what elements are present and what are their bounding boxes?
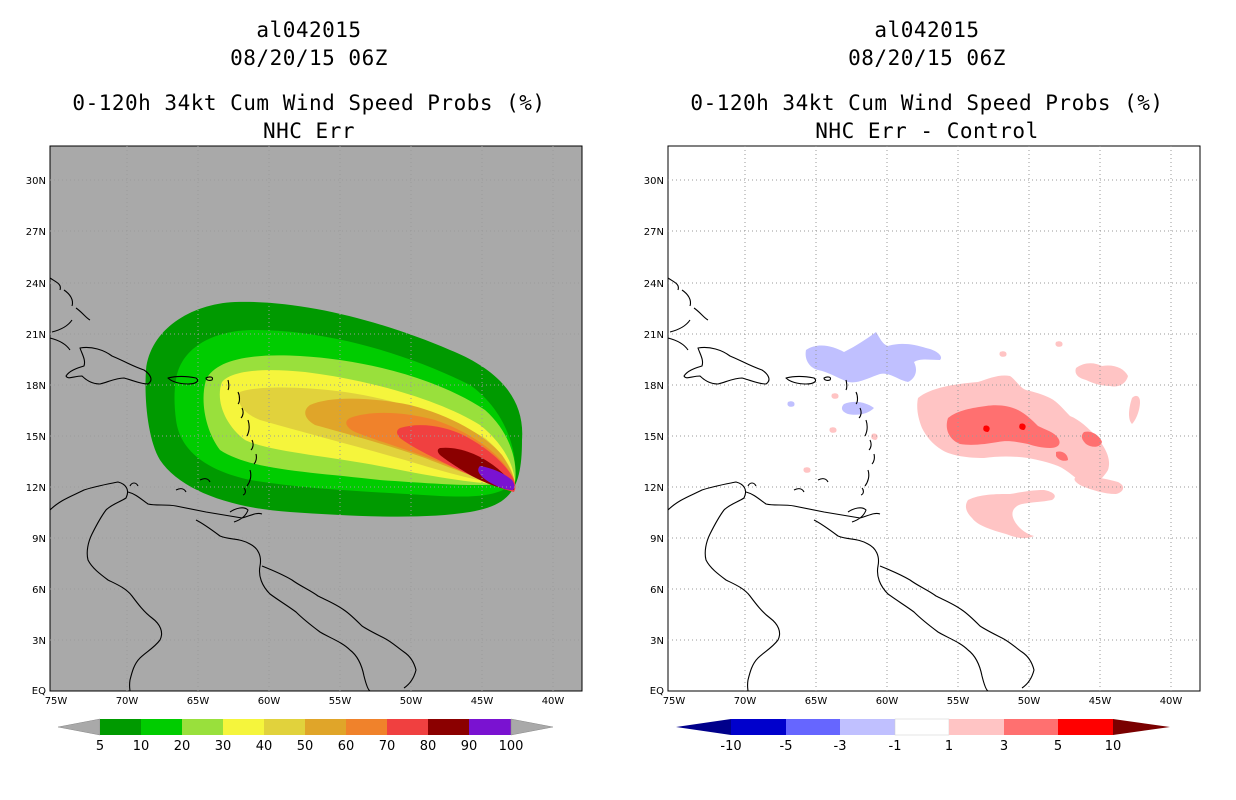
positive-dot-f (999, 351, 1006, 357)
lat-label-6n: 6N (32, 585, 46, 596)
colorbar-cell-neg10-neg5 (731, 719, 786, 735)
lat-axis-labels: 30N 27N 24N 21N 18N 15N 12N 9N 6N 3N EQ (26, 176, 46, 697)
colorbar-cell-30-40 (223, 719, 264, 735)
colorbar-label-30: 30 (215, 739, 232, 754)
colorbar-label-10: 10 (133, 739, 150, 754)
lon-label-55w: 55W (329, 696, 352, 707)
lon-label-60w: 60W (258, 696, 281, 707)
colorbar-label-neg3: -3 (834, 739, 847, 754)
lat-label-30n: 30N (26, 176, 46, 187)
lon-label-40w: 40W (1160, 696, 1183, 707)
lat-label-15n: 15N (26, 432, 46, 443)
lat-label-3n: 3N (32, 636, 46, 647)
colorbar-cell-90-100 (469, 719, 511, 735)
colorbar-label-neg1: -1 (889, 739, 902, 754)
lon-label-65w: 65W (187, 696, 210, 707)
colorbar-high-arrow (1113, 719, 1170, 735)
lat-label-6n: 6N (650, 585, 664, 596)
colorbar-cell-60-70 (346, 719, 387, 735)
lon-axis-labels: 75W 70W 65W 60W 55W 50W 45W 40W (45, 696, 565, 707)
colorbar-cell-50-60 (305, 719, 346, 735)
difference-colorbar: -10 -5 -3 -1 1 3 5 10 (676, 719, 1170, 754)
lat-label-15n: 15N (644, 432, 664, 443)
colorbar-cell-neg1-1 (895, 719, 949, 735)
colorbar-cell-1-3 (949, 719, 1004, 735)
positive-dot-a (831, 393, 838, 399)
colorbar-cell-5-10 (100, 719, 141, 735)
colorbar-cell-40-50 (264, 719, 305, 735)
colorbar-low-arrow (58, 719, 100, 735)
colorbar-label-10: 10 (1105, 739, 1122, 754)
lon-label-70w: 70W (116, 696, 139, 707)
colorbar-label-100: 100 (499, 739, 524, 754)
lon-axis-labels: 75W 70W 65W 60W 55W 50W 45W 40W (663, 696, 1183, 707)
lat-label-12n: 12N (644, 483, 664, 494)
colorbar-label-20: 20 (174, 739, 191, 754)
lat-label-21n: 21N (644, 330, 664, 341)
lon-label-75w: 75W (663, 696, 686, 707)
lat-label-24n: 24N (644, 279, 664, 290)
lat-label-3n: 3N (650, 636, 664, 647)
positive-dot-c (803, 467, 810, 473)
lon-label-50w: 50W (400, 696, 423, 707)
colorbar-label-5: 5 (1054, 739, 1062, 754)
lon-label-50w: 50W (1018, 696, 1041, 707)
lat-label-12n: 12N (26, 483, 46, 494)
colorbar-label-60: 60 (338, 739, 355, 754)
colorbar-low-arrow (676, 719, 731, 735)
positive-dot-b (829, 427, 836, 433)
panel-nhc-err: al042015 08/20/15 06Z 0-120h 34kt Cum Wi… (0, 0, 618, 800)
lat-label-21n: 21N (26, 330, 46, 341)
lon-label-45w: 45W (1089, 696, 1112, 707)
colorbar-cell-5-10 (1058, 719, 1113, 735)
colorbar-label-5: 5 (96, 739, 104, 754)
lat-label-9n: 9N (32, 534, 46, 545)
colorbar-cell-3-5 (1004, 719, 1058, 735)
lon-label-75w: 75W (45, 696, 68, 707)
lon-label-40w: 40W (542, 696, 565, 707)
lat-label-18n: 18N (644, 381, 664, 392)
lat-label-30n: 30N (644, 176, 664, 187)
lon-label-70w: 70W (734, 696, 757, 707)
lat-axis-labels: 30N 27N 24N 21N 18N 15N 12N 9N 6N 3N EQ (644, 176, 664, 697)
colorbar-label-40: 40 (256, 739, 273, 754)
lat-label-27n: 27N (26, 227, 46, 238)
lon-label-65w: 65W (805, 696, 828, 707)
difference-map: 30N 27N 24N 21N 18N 15N 12N 9N 6N 3N EQ … (618, 0, 1236, 800)
colorbar-label-90: 90 (461, 739, 478, 754)
lat-label-18n: 18N (26, 381, 46, 392)
colorbar-high-arrow (511, 719, 553, 735)
probability-map: 30N 27N 24N 21N 18N 15N 12N 9N 6N 3N EQ … (0, 0, 618, 800)
colorbar-cell-20-30 (182, 719, 223, 735)
colorbar-cell-80-90 (428, 719, 469, 735)
lat-label-24n: 24N (26, 279, 46, 290)
colorbar-label-50: 50 (297, 739, 314, 754)
colorbar-cell-10-20 (141, 719, 182, 735)
colorbar-label-70: 70 (379, 739, 396, 754)
negative-dot (787, 401, 794, 407)
colorbar-label-3: 3 (1000, 739, 1008, 754)
colorbar-label-80: 80 (420, 739, 437, 754)
lon-label-55w: 55W (947, 696, 970, 707)
positive-dot-e (1055, 341, 1062, 347)
lon-label-60w: 60W (876, 696, 899, 707)
panel-nhc-err-minus-control: al042015 08/20/15 06Z 0-120h 34kt Cum Wi… (618, 0, 1236, 800)
colorbar-label-neg5: -5 (780, 739, 793, 754)
colorbar-cell-neg3-neg1 (840, 719, 895, 735)
colorbar-cell-70-80 (387, 719, 428, 735)
probability-colorbar: 5 10 20 30 40 50 60 70 80 90 100 (58, 719, 553, 754)
colorbar-cell-neg5-neg3 (786, 719, 840, 735)
colorbar-label-neg10: -10 (720, 739, 741, 754)
lat-label-9n: 9N (650, 534, 664, 545)
colorbar-label-1: 1 (945, 739, 953, 754)
lon-label-45w: 45W (471, 696, 494, 707)
lat-label-27n: 27N (644, 227, 664, 238)
